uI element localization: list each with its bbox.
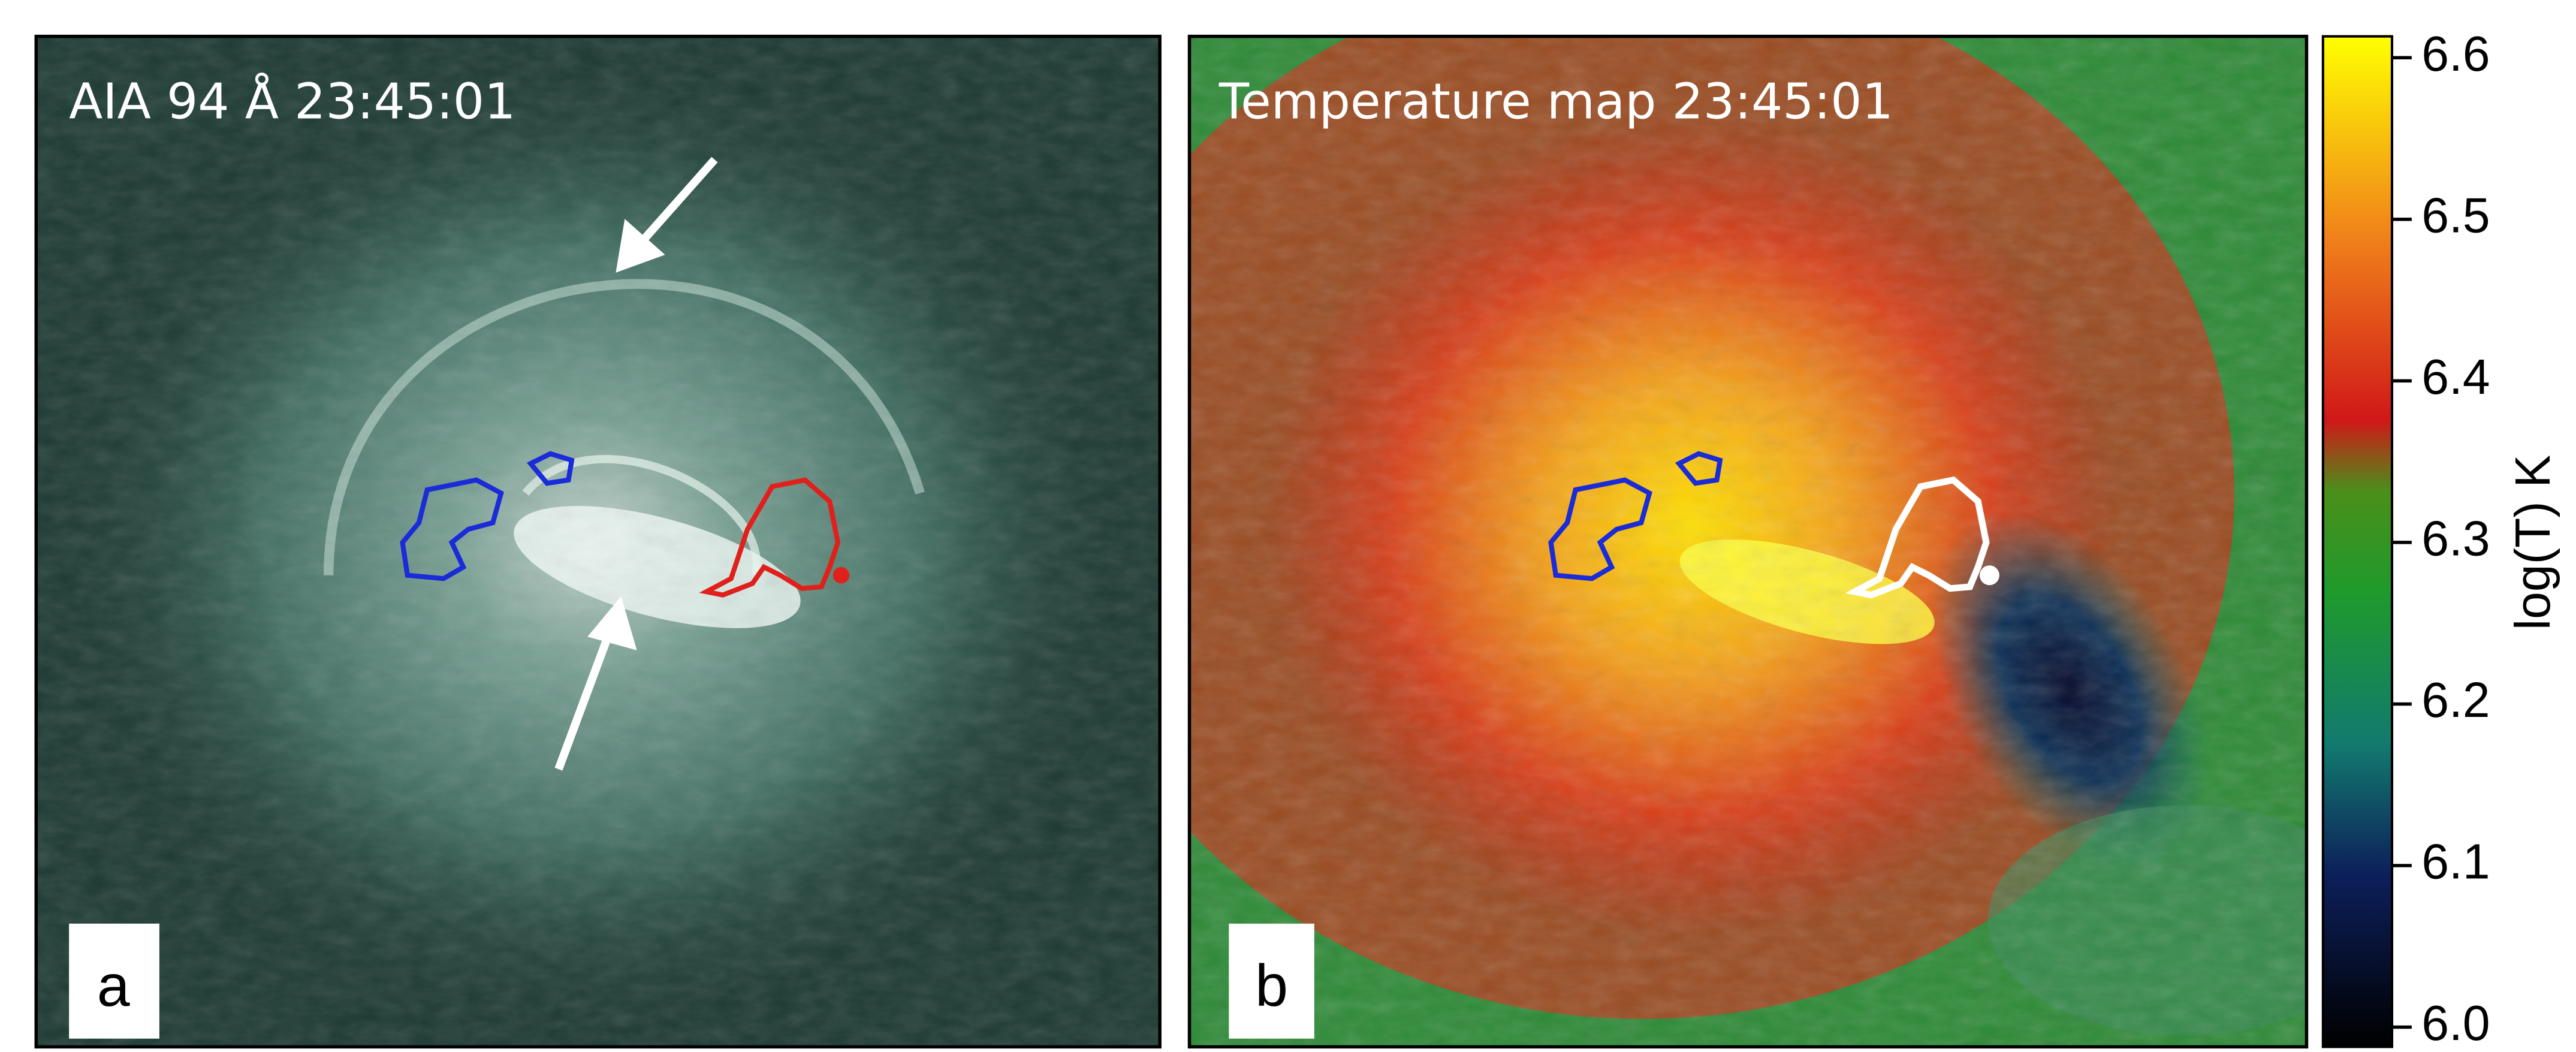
colorbar-tick-label: 6.0 <box>2421 996 2490 1051</box>
panel-title: Temperature map 23:45:01 <box>1218 74 1893 131</box>
colorbar <box>2323 37 2392 1047</box>
colorbar-tick-label: 6.5 <box>2421 189 2490 243</box>
panel-label: a <box>97 952 130 1018</box>
figure: AIA 94 Å 23:45:01 a Temperature map 23:4… <box>0 0 2576 1052</box>
colorbar-tick-label: 6.2 <box>2421 673 2490 728</box>
panel-label: b <box>1255 952 1288 1018</box>
colorbar-tick-label: 6.6 <box>2421 27 2490 82</box>
panel-title: AIA 94 Å 23:45:01 <box>69 73 515 131</box>
panel-a-image <box>36 37 1160 1047</box>
colorbar-tick-label: 6.4 <box>2421 350 2490 405</box>
colorbar-label: log(T) K <box>2506 455 2560 630</box>
panel-b-image <box>1051 0 2382 1047</box>
colorbar-tick-label: 6.1 <box>2421 835 2490 890</box>
colorbar-tick-label: 6.3 <box>2421 512 2490 566</box>
